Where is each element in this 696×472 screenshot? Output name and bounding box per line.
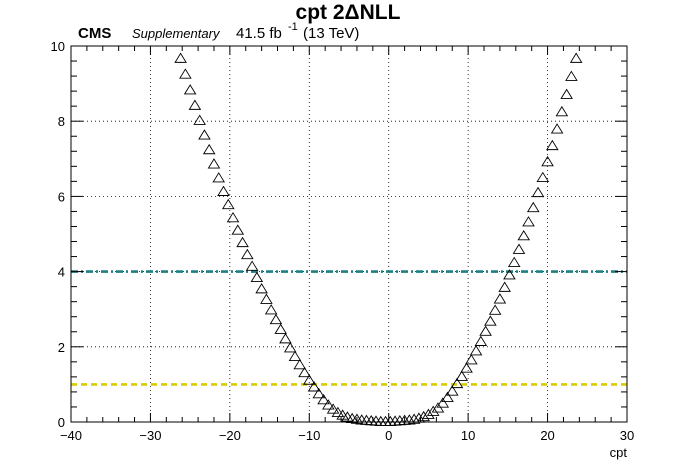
data-point — [279, 333, 292, 344]
data-point — [522, 216, 535, 227]
data-point — [531, 186, 545, 198]
data-point — [550, 123, 564, 134]
data-point — [526, 201, 540, 213]
y-tick-labels: 0 2 4 6 8 10 — [51, 39, 65, 430]
data-point — [441, 391, 454, 402]
y-tick-label: 10 — [51, 39, 65, 54]
lumi-label: 41.5 fb — [236, 25, 282, 42]
data-point — [198, 129, 211, 140]
data-point — [517, 229, 531, 241]
x-tick-label: 20 — [540, 428, 554, 443]
data-point — [302, 374, 316, 385]
data-point — [479, 325, 492, 336]
data-point — [174, 52, 187, 63]
data-point — [241, 248, 254, 260]
x-tick-label: −20 — [219, 428, 241, 443]
x-tick-label: −10 — [298, 428, 320, 443]
data-point — [512, 243, 526, 254]
experiment-label: CMS — [78, 25, 111, 42]
data-point — [560, 88, 573, 99]
data-point — [536, 171, 550, 183]
data-point — [493, 293, 507, 304]
data-point — [312, 387, 326, 399]
data-point — [422, 408, 435, 419]
energy-label: (13 TeV) — [303, 25, 359, 42]
data-point — [274, 323, 287, 334]
status-label: Supplementary — [132, 26, 221, 41]
data-point — [507, 256, 521, 268]
data-point — [188, 99, 202, 110]
data-point — [474, 335, 488, 346]
data-point — [469, 345, 483, 356]
plot-frame — [70, 45, 628, 423]
data-point — [283, 342, 297, 353]
data-point — [236, 236, 249, 248]
y-tick-label: 8 — [58, 114, 65, 129]
data-point — [407, 413, 421, 424]
data-point — [450, 377, 464, 389]
x-axis-label: cpt — [610, 445, 628, 460]
data-point — [221, 198, 235, 210]
data-point — [179, 68, 192, 79]
data-point — [307, 381, 321, 392]
data-point — [212, 172, 226, 183]
reference-lines — [71, 270, 627, 386]
data-point — [269, 313, 283, 325]
data-point — [565, 70, 578, 81]
x-tick-labels: −40 −30 −20 −10 0 10 20 30 — [60, 428, 634, 443]
data-point — [260, 293, 273, 304]
data-point — [460, 362, 473, 373]
data-point — [541, 155, 554, 167]
data-point — [569, 52, 583, 63]
data-point — [264, 304, 278, 315]
axis-ticks — [70, 45, 628, 423]
chart-title: cpt 2ΔNLL — [296, 1, 401, 24]
data-point — [293, 358, 307, 370]
data-point — [498, 281, 511, 292]
data-point — [546, 139, 559, 151]
data-point — [484, 315, 497, 326]
data-point — [465, 354, 478, 365]
data-series — [174, 52, 583, 427]
data-point — [488, 304, 502, 315]
data-point — [226, 211, 240, 223]
data-point — [426, 405, 440, 416]
y-tick-label: 6 — [58, 189, 65, 204]
chart-grid — [71, 46, 627, 422]
data-point — [503, 269, 516, 280]
data-point — [417, 410, 430, 422]
data-point — [445, 385, 459, 396]
data-point — [207, 158, 221, 169]
data-point — [436, 397, 450, 408]
data-point — [202, 143, 216, 155]
data-point — [250, 271, 264, 283]
data-point — [217, 185, 230, 196]
x-tick-label: 0 — [385, 428, 392, 443]
data-point — [193, 114, 206, 125]
data-point — [288, 350, 302, 362]
x-tick-label: 10 — [461, 428, 475, 443]
data-point — [317, 393, 330, 405]
data-point — [326, 403, 340, 414]
data-point — [331, 406, 345, 418]
data-point — [183, 84, 197, 95]
y-tick-label: 4 — [58, 265, 65, 280]
data-point — [555, 105, 569, 117]
y-tick-label: 0 — [58, 415, 65, 430]
x-tick-label: −30 — [139, 428, 161, 443]
y-tick-label: 2 — [58, 340, 65, 355]
data-point — [403, 414, 416, 425]
lumi-exponent: -1 — [288, 21, 298, 33]
x-tick-label: 30 — [620, 428, 634, 443]
data-point — [298, 366, 311, 378]
data-point — [231, 224, 245, 235]
data-point — [455, 370, 469, 381]
data-point — [255, 283, 268, 294]
x-tick-label: −40 — [60, 428, 82, 443]
data-point — [245, 260, 259, 271]
data-point — [322, 399, 335, 410]
